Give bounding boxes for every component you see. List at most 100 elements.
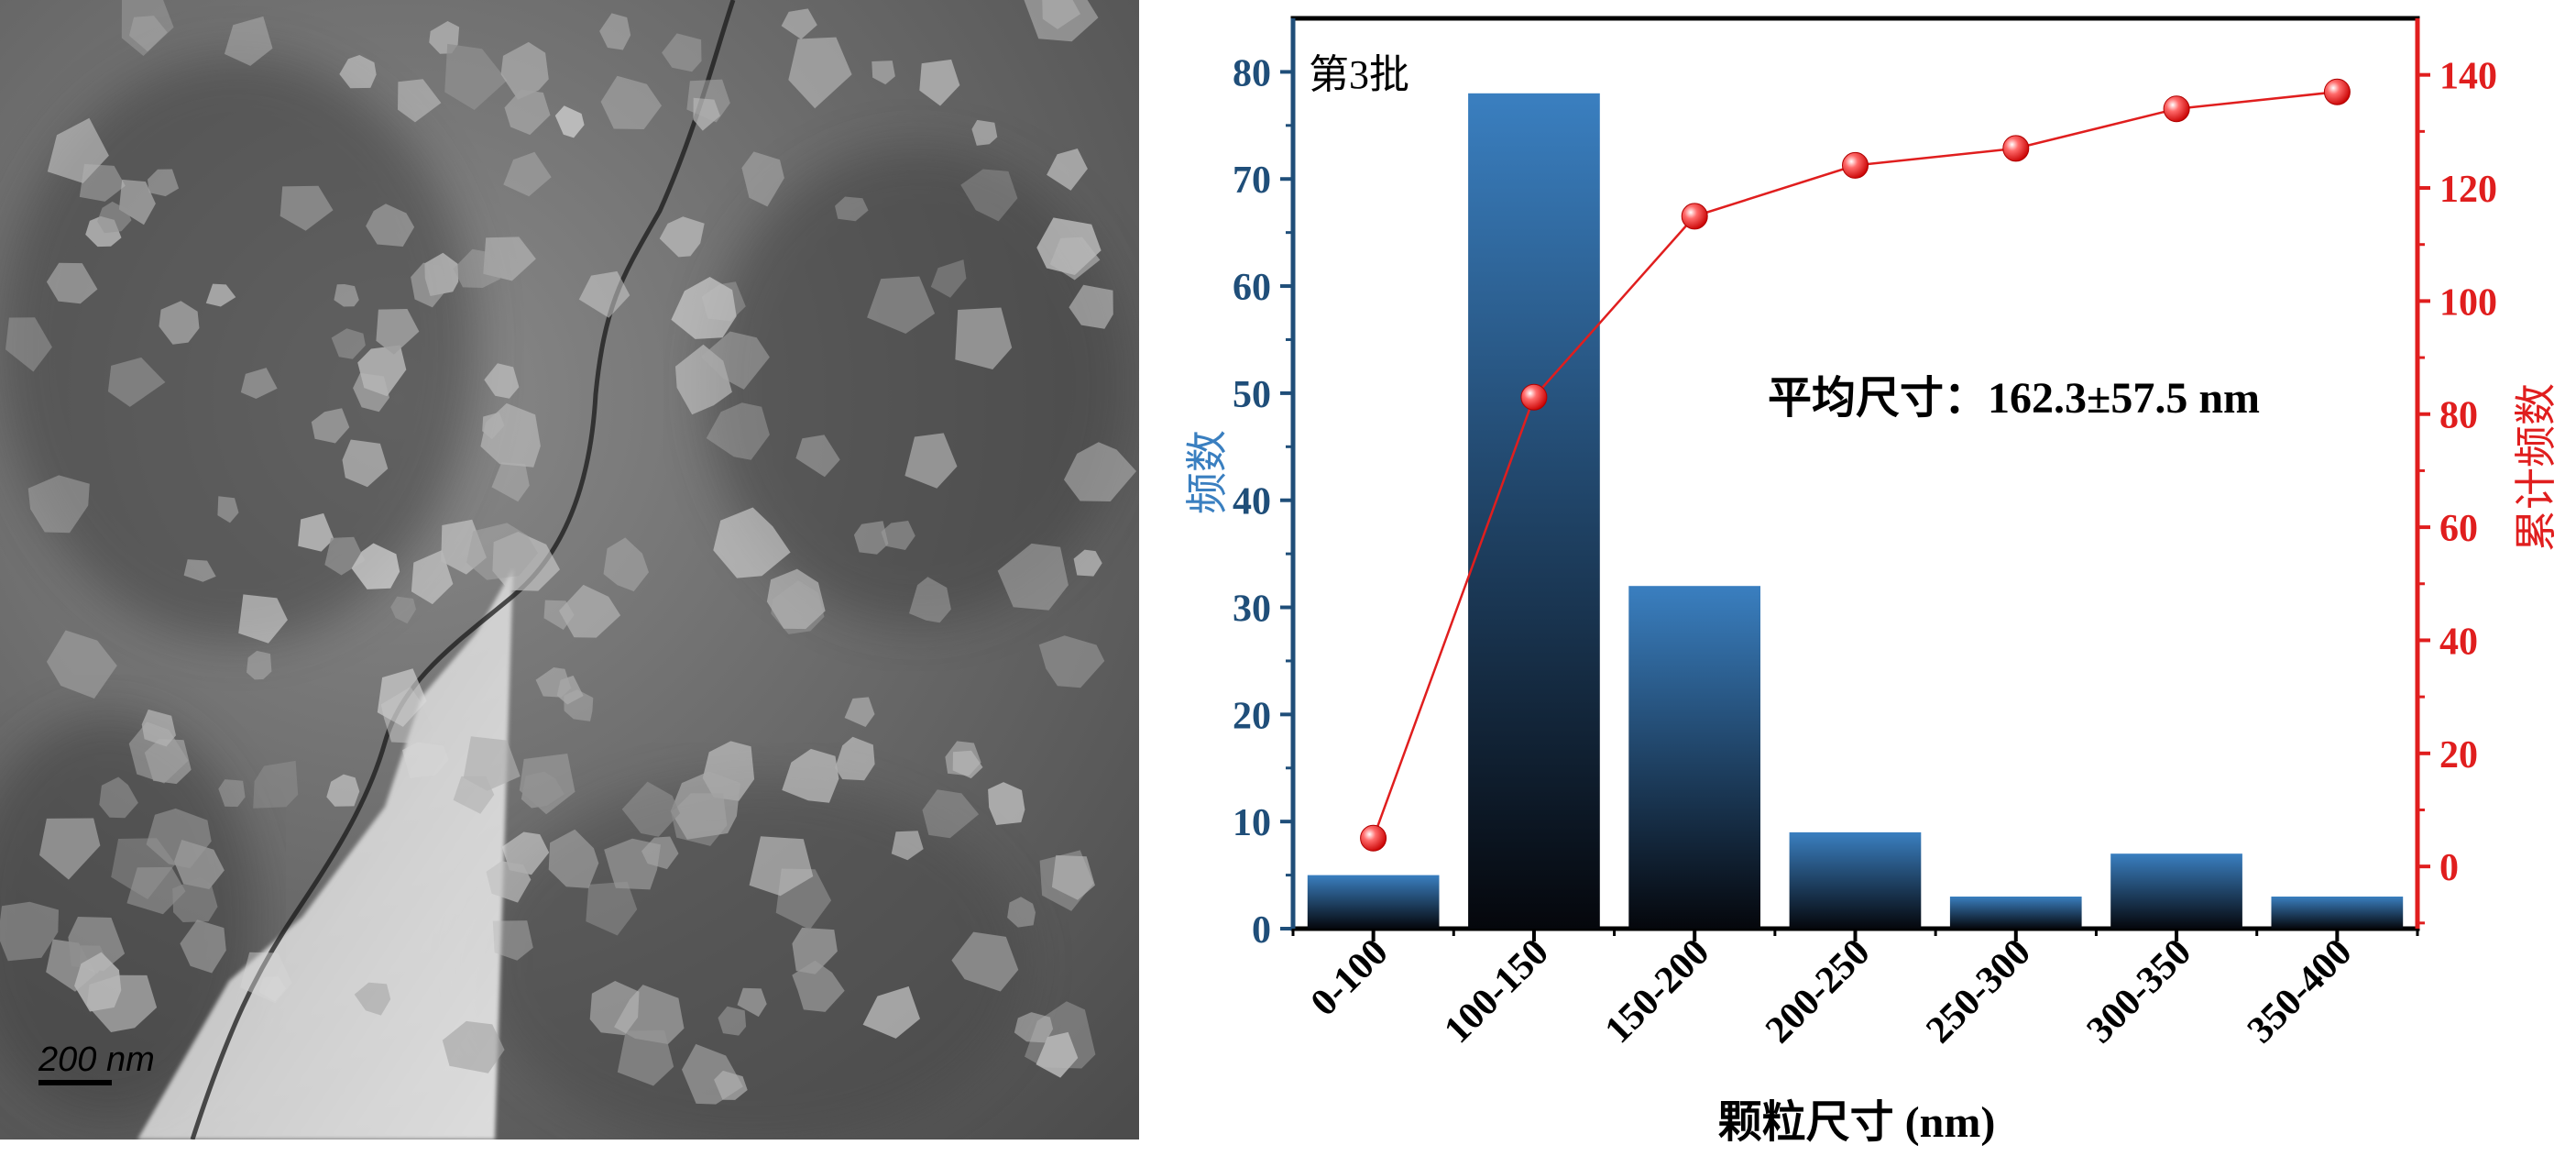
precipitate-particle xyxy=(503,151,552,197)
precipitate-particle xyxy=(795,435,840,478)
precipitate-particle xyxy=(46,630,117,699)
precipitate-particle xyxy=(5,317,52,372)
precipitate-particle xyxy=(444,43,508,110)
precipitate-particle xyxy=(46,262,98,304)
precipitate-particle xyxy=(945,741,981,776)
x-tick-label: 150-200 xyxy=(1597,931,1718,1052)
precipitate-particle xyxy=(217,496,239,523)
cumulative-point-0-100 xyxy=(1360,824,1387,852)
scale-bar xyxy=(38,1080,112,1085)
precipitate-particle xyxy=(766,568,826,630)
precipitate-particle xyxy=(205,283,236,307)
precipitate-particle xyxy=(99,776,138,819)
x-tick-label: 100-150 xyxy=(1436,931,1557,1052)
precipitate-particle xyxy=(1047,149,1088,191)
precipitate-particle xyxy=(737,987,767,1018)
precipitate-particle xyxy=(578,270,630,318)
x-axis-title: 颗粒尺寸 (nm) xyxy=(1718,1098,1996,1147)
precipitate-particle xyxy=(97,201,132,234)
precipitate-particle xyxy=(535,667,572,698)
precipitate-particle xyxy=(144,738,192,785)
left-tick-label: 50 xyxy=(1233,374,1271,416)
precipitate-particle xyxy=(411,262,449,308)
precipitate-particle xyxy=(174,840,225,889)
precipitate-particle xyxy=(453,776,495,814)
precipitate-particle xyxy=(782,748,839,803)
precipitate-particle xyxy=(238,594,288,644)
precipitate-particle xyxy=(1014,1012,1054,1043)
precipitate-particle xyxy=(183,559,216,582)
precipitate-particle xyxy=(342,439,389,488)
precipitate-particle xyxy=(603,537,649,592)
precipitate-particle xyxy=(952,750,983,779)
precipitate-particle xyxy=(27,475,90,534)
left-tick-label: 40 xyxy=(1233,481,1271,523)
left-tick-label: 80 xyxy=(1233,52,1271,94)
precipitate-particle xyxy=(172,877,218,922)
precipitate-particle xyxy=(1036,1031,1079,1078)
precipitate-particle xyxy=(1051,854,1095,900)
grain-boundary xyxy=(190,0,736,1139)
precipitate-particle xyxy=(466,523,538,580)
precipitate-particle xyxy=(118,179,156,226)
x-tick-label: 350-400 xyxy=(2240,931,2361,1052)
precipitate-particle xyxy=(922,789,980,839)
precipitate-particle xyxy=(47,117,109,183)
precipitate-particle xyxy=(781,8,817,39)
precipitate-particle xyxy=(377,668,427,727)
precipitate-particle xyxy=(955,307,1013,369)
precipitate-particle xyxy=(713,507,791,578)
right-tick-label: 0 xyxy=(2439,847,2459,889)
x-tick-label: 0-100 xyxy=(1303,931,1397,1025)
precipitate-particle xyxy=(675,344,732,415)
precipitate-particle xyxy=(126,866,186,915)
cumulative-point-250-300 xyxy=(2002,135,2030,162)
left-tick-label: 10 xyxy=(1233,802,1271,844)
right-axis-title: 累计频数 xyxy=(2513,383,2560,552)
right-tick-label: 120 xyxy=(2439,169,2497,211)
precipitate-particle xyxy=(180,919,226,974)
precipitate-particle xyxy=(339,55,377,89)
precipitate-particle xyxy=(441,519,487,575)
cumulative-point-350-400 xyxy=(2323,78,2351,105)
precipitate-particle xyxy=(390,596,416,624)
precipitate-particle xyxy=(559,584,621,638)
x-tick-label: 300-350 xyxy=(2079,931,2200,1052)
cumulative-point-200-250 xyxy=(1842,151,1869,179)
precipitate-particle xyxy=(159,301,200,345)
precipitate-particle xyxy=(788,37,852,109)
precipitate-particle xyxy=(844,697,875,727)
precipitate-particle xyxy=(1042,0,1080,29)
precipitate-particle xyxy=(334,284,359,307)
precipitate-particle xyxy=(693,97,720,131)
right-tick-label: 80 xyxy=(2439,395,2478,437)
precipitate-particle xyxy=(357,345,407,397)
precipitate-particle xyxy=(671,277,737,339)
precipitate-particle xyxy=(500,41,549,100)
precipitate-particle xyxy=(835,196,869,222)
precipitate-particle xyxy=(1069,284,1113,329)
precipitate-particle xyxy=(146,808,212,869)
precipitate-particle xyxy=(366,204,415,247)
bar-350-400 xyxy=(2271,897,2404,929)
precipitate-particle xyxy=(1036,217,1102,275)
left-tick-label: 30 xyxy=(1233,589,1271,631)
right-tick-label: 40 xyxy=(2439,621,2478,663)
bar-200-250 xyxy=(1789,831,1922,929)
precipitate-particle xyxy=(111,838,176,899)
precipitate-particle xyxy=(492,920,533,961)
precipitate-particle xyxy=(1024,0,1099,42)
precipitate-particle xyxy=(1038,635,1105,688)
precipitate-particle xyxy=(659,216,705,258)
precipitate-particle xyxy=(311,408,350,444)
precipitate-particle xyxy=(331,328,366,359)
precipitate-particle xyxy=(960,169,1018,222)
batch-label: 第3批 xyxy=(1309,52,1409,97)
bar-0-100 xyxy=(1307,875,1440,929)
precipitate-particle xyxy=(988,782,1025,825)
precipitate-particle xyxy=(486,861,532,903)
right-tick-label: 140 xyxy=(2439,56,2497,98)
precipitate-particle xyxy=(411,550,454,605)
precipitate-particle xyxy=(85,215,122,248)
precipitate-particle xyxy=(662,33,702,72)
